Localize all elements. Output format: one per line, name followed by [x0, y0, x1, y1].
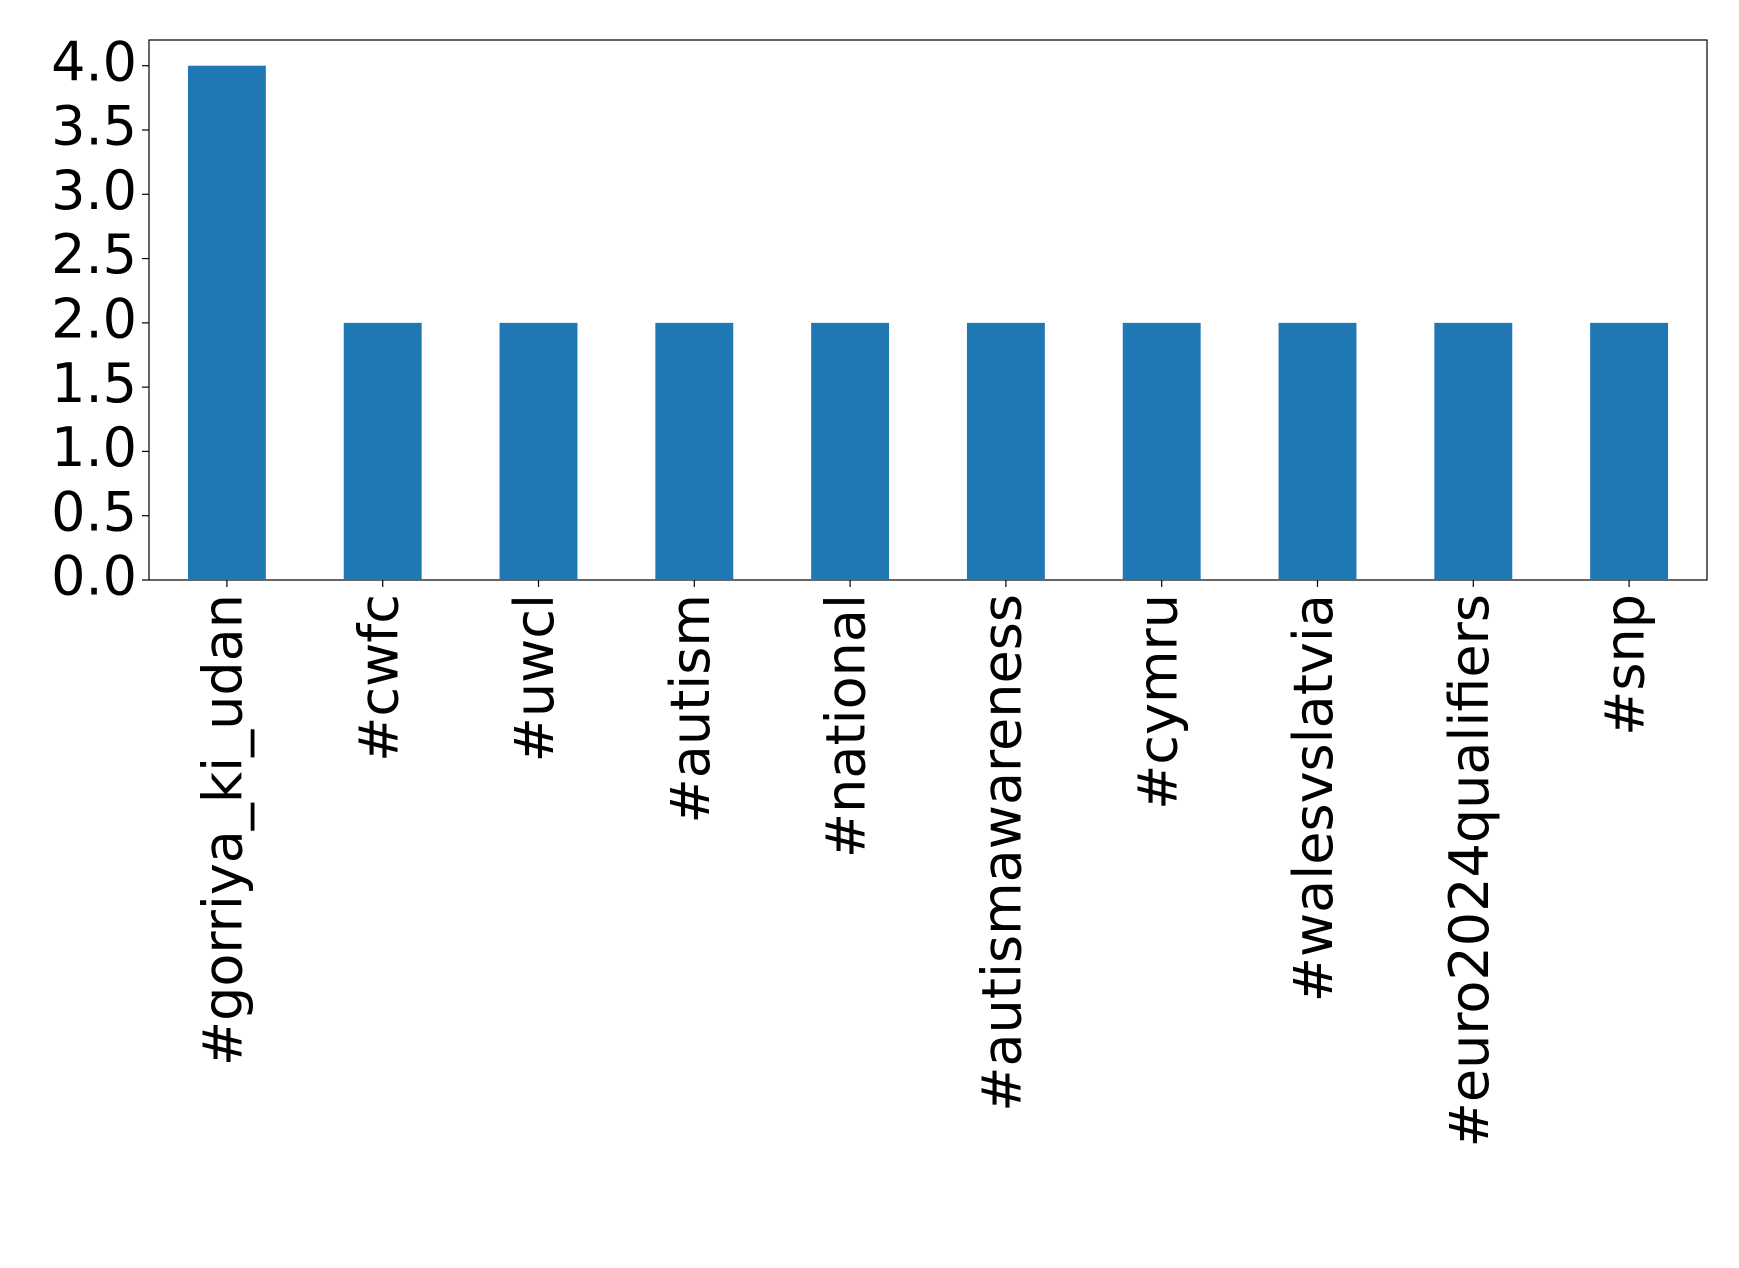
x-tick-label: #walesvslatvia [1282, 594, 1345, 1002]
bar [1122, 322, 1201, 580]
bar [811, 322, 890, 580]
y-tick-label: 0.0 [51, 545, 137, 608]
x-tick-label: #gorriya_ki_udan [192, 594, 255, 1066]
bar [499, 322, 578, 580]
bar [1278, 322, 1357, 580]
x-tick-label: #cymru [1126, 594, 1189, 810]
y-tick-label: 2.0 [51, 287, 137, 350]
x-tick-label: #national [815, 594, 878, 858]
bar [343, 322, 422, 580]
x-tick-label: #snp [1594, 594, 1657, 736]
bar [1590, 322, 1669, 580]
bar [187, 65, 266, 580]
bar [655, 322, 734, 580]
y-tick-label: 3.0 [51, 159, 137, 222]
x-tick-label: #uwcl [503, 594, 566, 762]
plot-frame [148, 39, 1708, 581]
y-tick-label: 1.0 [51, 416, 137, 479]
x-tick-label: #euro2024qualifiers [1438, 594, 1501, 1147]
y-tick-label: 2.5 [51, 223, 137, 286]
bar [966, 322, 1045, 580]
y-tick-label: 4.0 [51, 30, 137, 93]
x-tick-label: #cwfc [347, 594, 410, 762]
x-tick-label: #autism [659, 594, 722, 823]
y-tick-label: 3.5 [51, 95, 137, 158]
y-tick-label: 1.5 [51, 352, 137, 415]
x-tick-label: #autismawareness [971, 594, 1034, 1112]
bar [1434, 322, 1513, 580]
y-tick-label: 0.5 [51, 480, 137, 543]
